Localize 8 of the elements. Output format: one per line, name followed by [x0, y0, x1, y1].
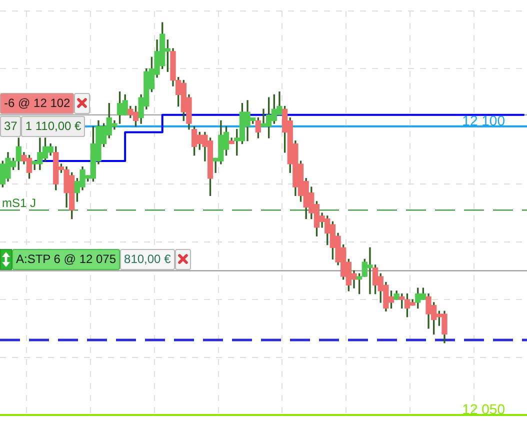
annotation: 37	[0, 116, 22, 137]
annotation: -6 @ 12 102	[0, 92, 74, 114]
ref-line-label: 12 100	[462, 112, 506, 128]
ref-line-label: 12 050	[462, 401, 506, 417]
ref-line-label: mS1 J	[2, 196, 36, 210]
annotation: 810,00 €	[120, 248, 175, 270]
annotation: 1 110,00 €	[21, 116, 86, 137]
annotation: A:STP 6 @ 12 075	[12, 248, 120, 270]
